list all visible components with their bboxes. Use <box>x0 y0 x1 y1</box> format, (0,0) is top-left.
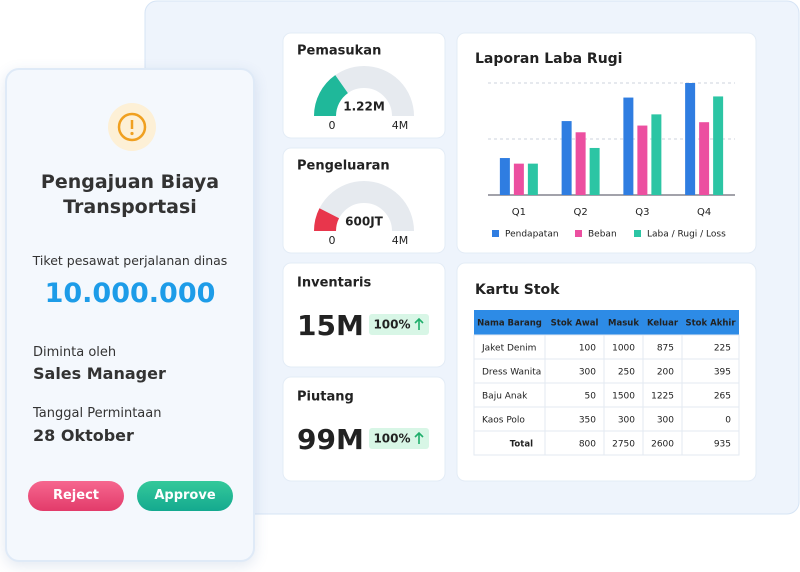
x-tick-label: Q4 <box>697 207 711 218</box>
legend-swatch <box>492 230 499 237</box>
bar <box>651 114 662 195</box>
arrow-icon <box>414 317 424 330</box>
bar <box>513 163 524 195</box>
cell: 100 <box>579 344 596 354</box>
cell: 395 <box>714 368 731 378</box>
stat-value: 99M <box>297 423 364 456</box>
cell: 1225 <box>651 392 674 402</box>
table-header <box>474 310 739 335</box>
item-name: Kaos Polo <box>482 416 525 426</box>
bar <box>561 121 572 195</box>
cell: 50 <box>585 392 597 402</box>
column-header: Nama Barang <box>477 319 542 329</box>
bar <box>499 158 510 195</box>
chart-title: Laporan Laba Rugi <box>475 51 622 67</box>
column-header: Masuk <box>608 319 639 329</box>
gauge-min: 0 <box>329 119 336 132</box>
x-tick-label: Q2 <box>574 207 588 218</box>
badge <box>369 314 429 335</box>
arrow-icon <box>414 431 424 444</box>
value: 28 Oktober <box>33 426 134 445</box>
column-header: Stok Awal <box>551 319 599 329</box>
legend-label: Laba / Rugi / Loss <box>647 230 726 240</box>
bar <box>699 122 710 195</box>
total-label: Total <box>510 440 533 450</box>
value: Sales Manager <box>33 364 166 383</box>
card-title: Pengajuan Biaya Transportasi <box>40 171 220 218</box>
item-name: Dress Wanita <box>482 368 541 378</box>
gauge-label: 600JT <box>345 215 384 229</box>
total-cell: 800 <box>579 440 596 450</box>
gauge-title: Pemasukan <box>297 44 381 59</box>
legend-label: Pendapatan <box>505 230 559 240</box>
legend-swatch <box>575 230 582 237</box>
table-title: Kartu Stok <box>475 282 560 298</box>
approve-button[interactable]: Approve <box>137 481 233 511</box>
bar <box>575 132 586 195</box>
cell: 200 <box>657 368 674 378</box>
cell: 265 <box>714 392 731 402</box>
label: Diminta oleh <box>33 345 117 360</box>
stat-title: Piutang <box>297 390 354 405</box>
gauge-value <box>314 208 340 232</box>
amount: 10.000.000 <box>44 278 216 309</box>
card-bg <box>456 32 757 254</box>
bar <box>685 83 696 195</box>
card-bg <box>282 262 446 368</box>
gauge-label: 1.22M <box>343 100 385 114</box>
cell: 0 <box>725 416 731 426</box>
stat-title: Inventaris <box>297 276 371 291</box>
request-card: Pengajuan Biaya Transportasi Tiket pesaw… <box>5 68 255 562</box>
item-name: Baju Anak <box>482 392 528 402</box>
stat-value: 15M <box>297 309 364 342</box>
x-tick-label: Q3 <box>635 207 649 218</box>
cell: 300 <box>579 368 596 378</box>
column-header: Stok Akhir <box>685 319 736 329</box>
bar <box>637 125 648 195</box>
cell: 300 <box>618 416 635 426</box>
cell: 1500 <box>612 392 635 402</box>
description: Tiket pesawat perjalanan dinas <box>32 253 228 268</box>
warning-icon <box>108 103 156 151</box>
gauge-max: 4M <box>392 234 409 247</box>
bar <box>589 147 600 195</box>
total-cell: 2750 <box>612 440 635 450</box>
cell: 250 <box>618 368 635 378</box>
gauge-min: 0 <box>329 234 336 247</box>
cell: 875 <box>657 344 674 354</box>
badge <box>369 428 429 449</box>
stat-change: 100% <box>373 318 410 332</box>
bar <box>713 96 724 195</box>
gauge-value <box>314 75 349 117</box>
stat-change: 100% <box>373 432 410 446</box>
bar <box>527 163 538 195</box>
total-cell: 2600 <box>651 440 674 450</box>
table-body <box>473 334 740 456</box>
gauge-title: Pengeluaran <box>297 159 390 174</box>
x-tick-label: Q1 <box>512 207 526 218</box>
legend-swatch <box>634 230 641 237</box>
card-bg <box>282 376 446 482</box>
cell: 1000 <box>612 344 635 354</box>
cell: 300 <box>657 416 674 426</box>
gauge-max: 4M <box>392 119 409 132</box>
column-header: Keluar <box>647 319 679 329</box>
legend-label: Beban <box>588 230 617 240</box>
bar <box>623 97 634 195</box>
cell: 225 <box>714 344 731 354</box>
total-cell: 935 <box>714 440 731 450</box>
item-name: Jaket Denim <box>481 344 536 354</box>
reject-button[interactable]: Reject <box>28 481 124 511</box>
cell: 350 <box>579 416 596 426</box>
label: Tanggal Permintaan <box>33 406 162 421</box>
